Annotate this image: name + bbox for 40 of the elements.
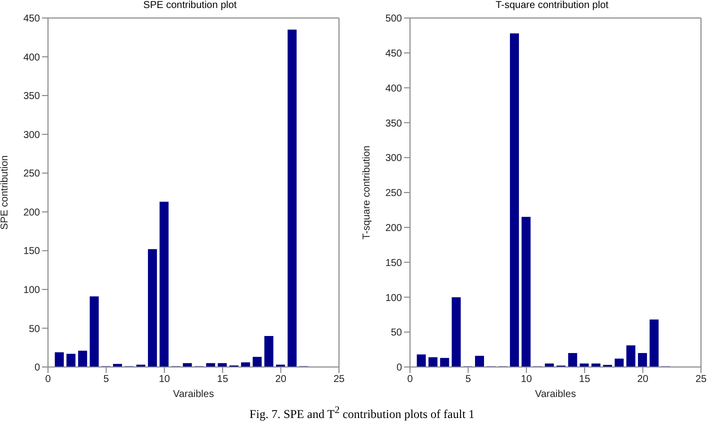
y-tick-label: 500	[385, 14, 402, 25]
y-tick-label: 450	[385, 48, 402, 60]
chart-title: SPE contribution plot	[142, 0, 238, 11]
y-tick-label: 100	[385, 292, 402, 304]
x-tick-label: 15	[579, 374, 591, 386]
y-tick-label: 250	[23, 168, 40, 180]
y-axis-title: SPE contribution	[0, 155, 11, 230]
x-tick-label: 20	[637, 374, 649, 386]
y-tick-label: 300	[385, 153, 402, 164]
caption: Fig. 7. SPE and T$^{2}$ contribution plots of fault 1	[248, 405, 476, 422]
y-tick-label: 50	[390, 328, 402, 339]
x-tick-label: 25	[333, 374, 345, 386]
y-tick-label: 0	[396, 362, 402, 374]
x-tick-label: 10	[520, 374, 532, 386]
x-tick-label: 25	[695, 374, 707, 386]
y-tick-label: 450	[23, 14, 40, 25]
y-tick-label: 200	[385, 222, 402, 234]
x-tick-label: 0	[45, 374, 52, 386]
y-tick-label: 250	[385, 188, 402, 200]
chart-title: T-square contribution plot	[494, 0, 610, 11]
x-axis-title: Varaibles	[173, 389, 214, 400]
y-tick-label: 400	[385, 83, 402, 94]
x-tick-label: 5	[103, 374, 110, 386]
x-tick-label: 5	[465, 374, 472, 386]
y-tick-label: 300	[23, 130, 40, 141]
x-tick-label: 0	[407, 374, 414, 386]
y-tick-label: 350	[23, 91, 40, 102]
x-tick-label: 10	[158, 374, 170, 386]
x-tick-label: 20	[275, 374, 287, 386]
y-tick-label: 400	[23, 52, 40, 64]
y-tick-label: 50	[28, 324, 40, 335]
x-tick-label: 15	[217, 374, 229, 386]
y-tick-label: 100	[23, 284, 40, 296]
y-axis-title: T-square contribution	[362, 146, 373, 240]
x-axis-title: Varaibles	[535, 389, 576, 400]
y-tick-label: 150	[23, 246, 40, 258]
y-tick-label: 150	[385, 258, 402, 269]
y-tick-label: 200	[23, 207, 40, 218]
y-tick-label: 350	[385, 118, 402, 130]
y-tick-label: 0	[34, 362, 40, 374]
